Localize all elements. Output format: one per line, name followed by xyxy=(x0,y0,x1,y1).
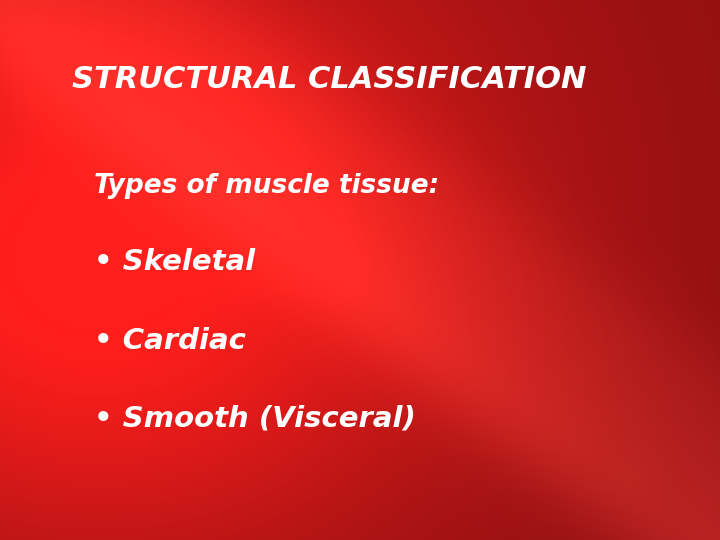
Text: Types of muscle tissue:: Types of muscle tissue: xyxy=(94,173,438,199)
Text: STRUCTURAL CLASSIFICATION: STRUCTURAL CLASSIFICATION xyxy=(72,65,587,94)
Text: • Smooth (Visceral): • Smooth (Visceral) xyxy=(94,405,415,433)
Text: • Cardiac: • Cardiac xyxy=(94,327,246,355)
Text: • Skeletal: • Skeletal xyxy=(94,248,255,276)
